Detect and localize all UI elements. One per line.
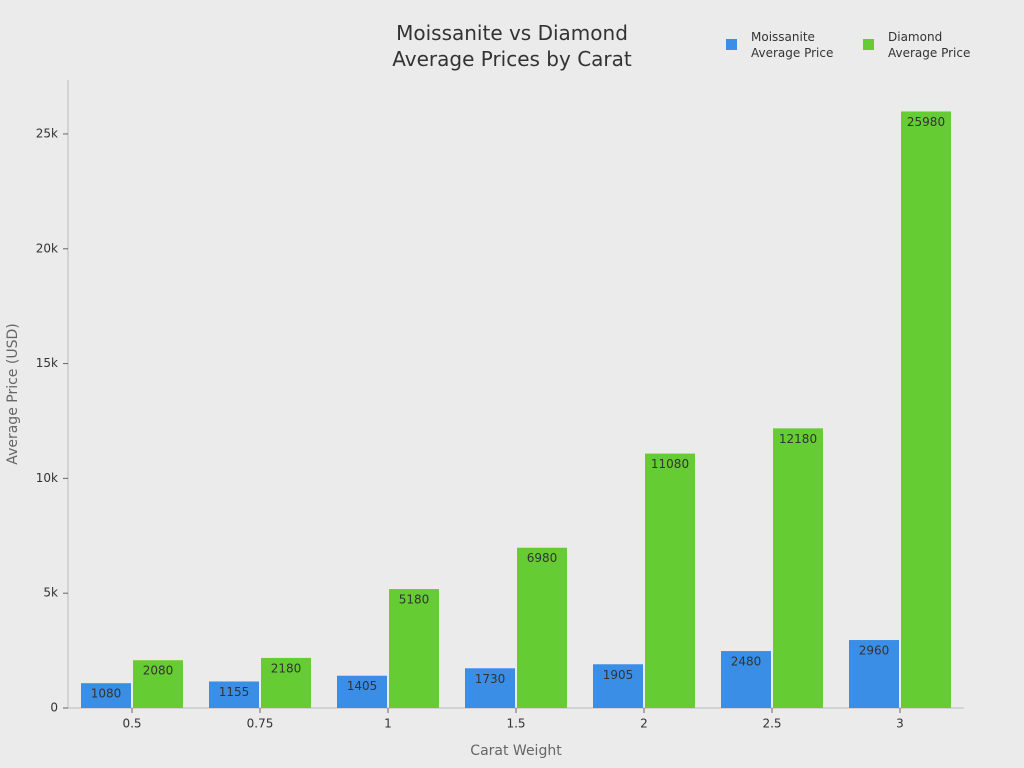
data-label: 2480 — [731, 655, 762, 669]
x-tick-label: 2.5 — [762, 717, 781, 731]
data-label: 1080 — [91, 687, 122, 701]
legend-item: Diamond Average Price — [863, 29, 982, 61]
bar — [773, 428, 823, 708]
data-label: 12180 — [779, 432, 817, 446]
bar — [81, 683, 131, 708]
chart-title: Moissanite vs Diamond Average Prices by … — [392, 21, 632, 71]
x-tick-label: 1.5 — [506, 717, 525, 731]
bar — [901, 111, 951, 709]
bar — [389, 589, 439, 708]
legend-label: Moissanite Average Price — [751, 30, 834, 60]
bar — [849, 640, 899, 708]
x-tick-label: 0.5 — [122, 717, 141, 731]
x-tick-label: 2 — [640, 717, 648, 731]
bar — [261, 657, 311, 708]
data-label: 2960 — [859, 644, 890, 658]
x-axis-label: Carat Weight — [470, 743, 562, 759]
bar — [593, 664, 643, 708]
data-label: 11080 — [651, 457, 689, 471]
data-label: 1155 — [219, 685, 250, 699]
y-tick-label: 15k — [36, 356, 58, 370]
legend: Moissanite Average Price Diamond Average … — [726, 29, 1000, 61]
bar — [645, 453, 695, 708]
data-label: 2180 — [271, 661, 302, 675]
data-label: 1405 — [347, 679, 378, 693]
y-tick-label: 25k — [36, 126, 58, 140]
y-tick-label: 0 — [50, 701, 58, 715]
data-label: 2080 — [143, 664, 174, 678]
bar — [517, 547, 567, 708]
data-label: 25980 — [907, 115, 945, 129]
x-tick-label: 1 — [384, 717, 392, 731]
legend-item: Moissanite Average Price — [726, 29, 845, 61]
legend-label: Diamond Average Price — [888, 30, 971, 60]
data-label: 6980 — [527, 551, 558, 565]
x-tick-label: 3 — [896, 717, 904, 731]
x-tick-label: 0.75 — [247, 717, 274, 731]
legend-swatch — [863, 39, 874, 50]
bar — [337, 675, 387, 708]
data-label: 1730 — [475, 672, 506, 686]
bar — [133, 660, 183, 708]
bar — [721, 651, 771, 708]
bar — [465, 668, 515, 708]
y-tick-label: 20k — [36, 241, 58, 255]
y-tick-label: 10k — [36, 471, 58, 485]
bar — [209, 681, 259, 708]
y-axis-label: Average Price (USD) — [5, 323, 21, 464]
data-label: 5180 — [399, 593, 430, 607]
y-tick-label: 5k — [43, 586, 58, 600]
data-label: 1905 — [603, 668, 634, 682]
legend-swatch — [726, 39, 737, 50]
